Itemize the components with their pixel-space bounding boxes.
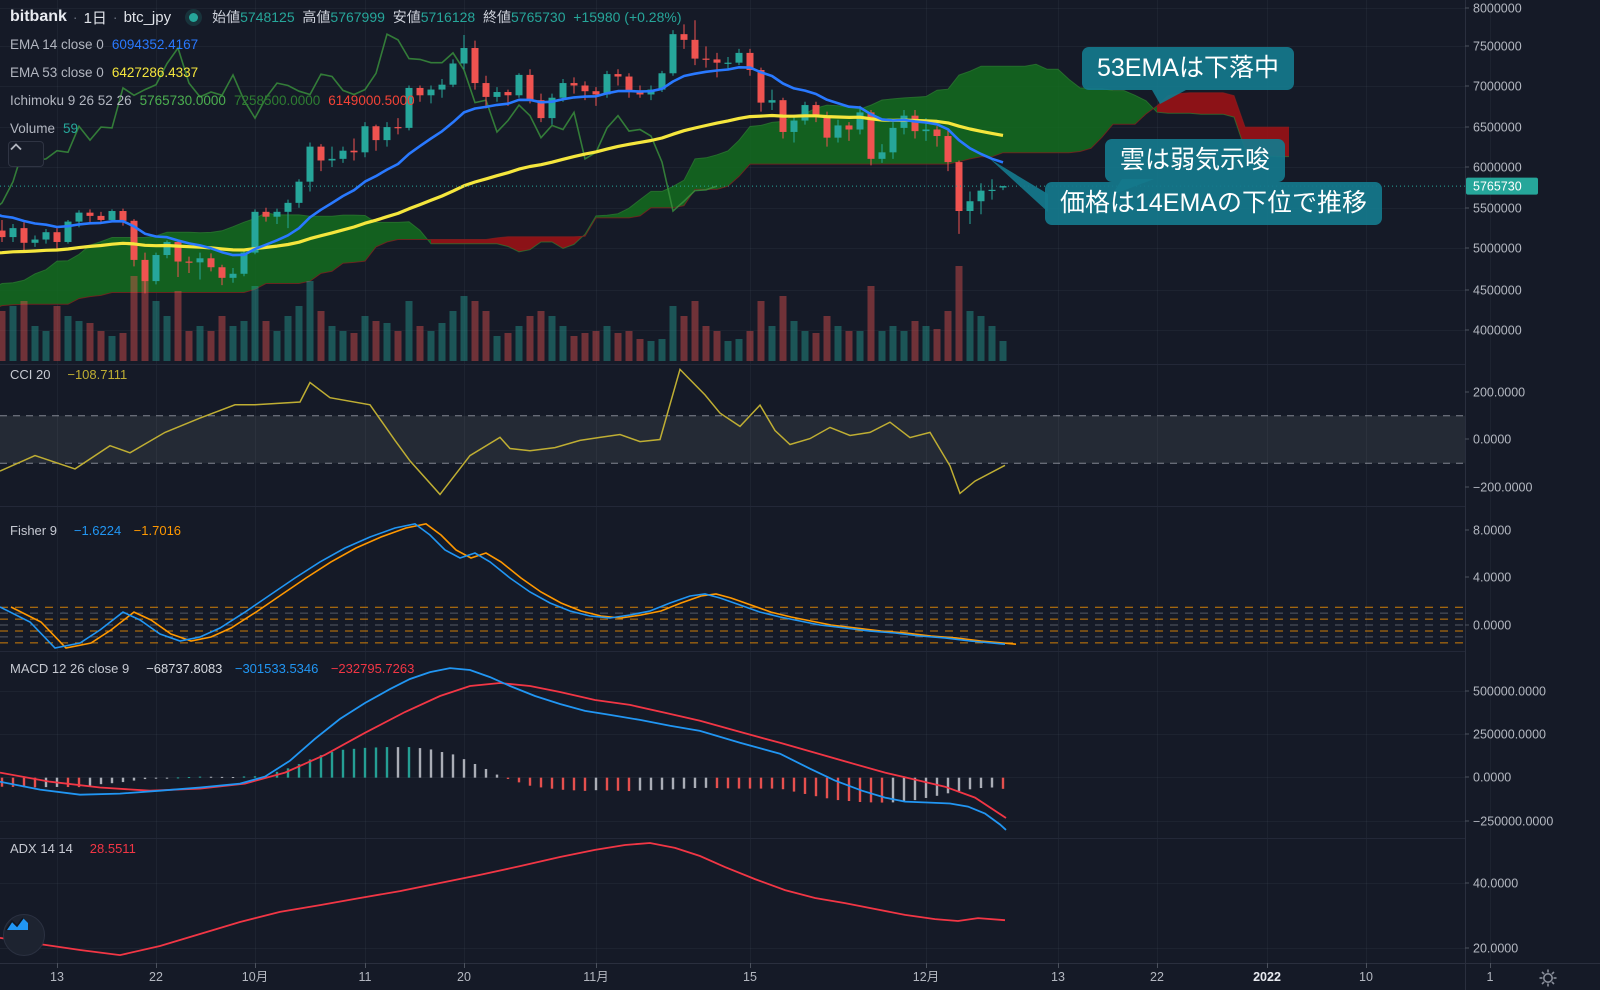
cci-value: −108.7111 [67,367,128,382]
svg-text:10月: 10月 [242,970,268,984]
svg-text:4500000: 4500000 [1473,284,1522,298]
fisher-legend[interactable]: Fisher 9 −1.6224 −1.7016 [10,523,182,538]
adx-pane [0,842,1006,957]
svg-text:11: 11 [359,970,372,984]
tradingview-logo[interactable] [3,914,45,956]
svg-text:5000000: 5000000 [1473,242,1522,256]
svg-text:40.0000: 40.0000 [1473,877,1518,891]
svg-text:0.0000: 0.0000 [1473,619,1511,633]
svg-text:7000000: 7000000 [1473,80,1522,94]
ema53-value: 6427286.4337 [111,64,199,80]
ichimoku-value-2: 7258500.0000 [233,92,321,108]
svg-text:4000000: 4000000 [1473,324,1522,338]
symbol-name: bitbank [10,8,67,25]
svg-text:7500000: 7500000 [1473,40,1522,54]
ema14-value: 6094352.4167 [111,36,199,52]
adx-legend[interactable]: ADX 14 14 28.5511 [10,841,136,856]
settings-gear-icon[interactable] [1538,968,1558,988]
ema53-legend-row[interactable]: EMA 53 close 0 6427286.4337 [10,64,199,80]
svg-text:2022: 2022 [1253,970,1281,984]
cci-pane [0,367,1465,496]
svg-text:6000000: 6000000 [1473,161,1522,175]
svg-text:5500000: 5500000 [1473,202,1522,216]
chevron-up-icon [10,143,22,151]
svg-text:13: 13 [50,970,64,984]
volume-value: 59 [63,120,79,136]
chart-logo-icon [5,917,28,931]
svg-text:22: 22 [149,970,163,984]
svg-text:200.0000: 200.0000 [1473,386,1525,400]
annotation-53ema-falling[interactable]: 53EMAは下落中 [1082,47,1294,90]
svg-text:1: 1 [1487,970,1494,984]
ichimoku-legend-row[interactable]: Ichimoku 9 26 52 26 5765730.0000 7258500… [10,92,415,108]
price-axis[interactable] [1465,0,1600,963]
svg-text:20.0000: 20.0000 [1473,942,1518,956]
svg-text:8000000: 8000000 [1473,2,1522,16]
svg-text:12月: 12月 [913,970,939,984]
svg-text:250000.0000: 250000.0000 [1473,728,1546,742]
svg-text:5765730: 5765730 [1473,180,1522,194]
svg-text:−250000.0000: −250000.0000 [1473,815,1553,829]
svg-text:10: 10 [1359,970,1373,984]
annotation-price-below-ema[interactable]: 価格は14EMAの下位で推移 [1045,182,1382,225]
fisher-value: −1.6224 [73,523,122,538]
legend-collapse-button[interactable] [8,141,44,167]
interval-label[interactable]: 1日 [83,9,107,27]
svg-text:0.0000: 0.0000 [1473,771,1511,785]
pair-label: btc_jpy [123,8,172,26]
symbol-row[interactable]: bitbank · 1日 · btc_jpy 始値5748125 高値57679… [10,4,682,30]
svg-text:11月: 11月 [583,970,608,984]
svg-text:500000.0000: 500000.0000 [1473,685,1546,699]
market-status-dot-icon[interactable] [189,12,199,22]
svg-text:4.0000: 4.0000 [1473,571,1511,585]
svg-text:15: 15 [743,970,757,984]
ichimoku-value-3: 6149000.5000 [328,92,415,108]
svg-text:8.0000: 8.0000 [1473,524,1511,538]
macd-legend[interactable]: MACD 12 26 close 9 −68737.8083 −301533.5… [10,661,415,676]
svg-text:22: 22 [1150,970,1164,984]
cci-legend[interactable]: CCI 20 −108.7111 [10,367,128,382]
svg-text:−200.0000: −200.0000 [1473,481,1532,495]
macd-signal-value: −232795.7263 [330,661,415,676]
macd-hist-value: −68737.8083 [146,661,223,676]
annotation-cloud-bearish[interactable]: 雲は弱気示唆 [1105,139,1286,182]
separator: · [112,9,118,25]
svg-text:13: 13 [1051,970,1065,984]
legend: bitbank · 1日 · btc_jpy 始値5748125 高値57679… [10,4,682,142]
macd-pane [0,667,1007,831]
fisher-pane [0,523,1465,649]
adx-value: 28.5511 [89,841,136,856]
main-pane [0,20,1465,361]
separator: · [72,9,78,25]
ichimoku-value-1: 5765730.0000 [139,92,226,108]
ema14-legend-row[interactable]: EMA 14 close 0 6094352.4167 [10,36,199,52]
svg-text:0.0000: 0.0000 [1473,433,1511,447]
time-axis[interactable] [0,963,1600,990]
svg-text:6500000: 6500000 [1473,121,1522,135]
macd-line-value: −301533.5346 [234,661,319,676]
fisher-trigger-value: −1.7016 [133,523,182,538]
change-value: +15980 (+0.28%) [573,9,682,25]
volume-legend-row[interactable]: Volume 59 [10,120,79,136]
svg-text:20: 20 [457,970,471,984]
ohlc-values: 始値5748125 高値5767999 安値5716128 終値5765730 … [212,9,682,25]
